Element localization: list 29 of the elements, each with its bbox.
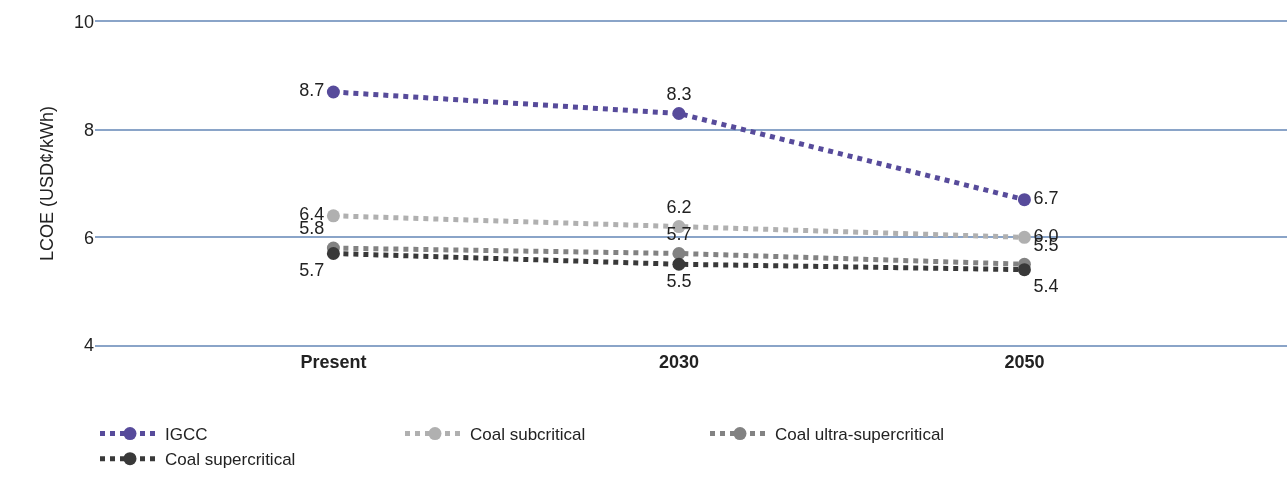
point <box>326 246 340 260</box>
x-tick-label: 2030 <box>658 352 699 373</box>
point <box>1017 193 1031 207</box>
y-axis-title: LCOE (USD¢/kWh) <box>37 105 58 262</box>
point <box>326 209 340 223</box>
data-label: 8.7 <box>299 80 325 101</box>
x-tick-label: Present <box>300 352 367 373</box>
data-label: 5.7 <box>299 260 325 281</box>
y-tick-label: 4 <box>83 335 94 356</box>
x-tick-label: 2050 <box>1004 352 1045 373</box>
data-label: 5.7 <box>666 223 692 244</box>
point <box>1017 230 1031 244</box>
legend-label: IGCC <box>165 425 208 445</box>
point <box>672 257 686 271</box>
data-label: 6.7 <box>1033 188 1059 209</box>
legend-label: Coal supercritical <box>165 450 296 470</box>
y-tick-label: 10 <box>73 12 94 33</box>
legend-label: Coal subcritical <box>470 425 586 445</box>
data-label: 6.2 <box>666 196 692 217</box>
point <box>1017 263 1031 277</box>
point <box>326 85 340 99</box>
data-label: 5.5 <box>666 270 692 291</box>
data-label: 5.4 <box>1033 276 1059 297</box>
data-label: 8.3 <box>666 83 692 104</box>
legend-label: Coal ultra-supercritical <box>775 425 945 445</box>
y-tick-label: 6 <box>83 227 94 248</box>
point <box>672 107 686 121</box>
point <box>672 246 686 260</box>
y-tick-label: 8 <box>83 119 94 140</box>
